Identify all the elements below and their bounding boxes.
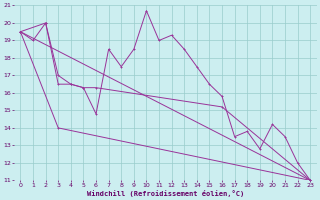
X-axis label: Windchill (Refroidissement éolien,°C): Windchill (Refroidissement éolien,°C) xyxy=(87,190,244,197)
